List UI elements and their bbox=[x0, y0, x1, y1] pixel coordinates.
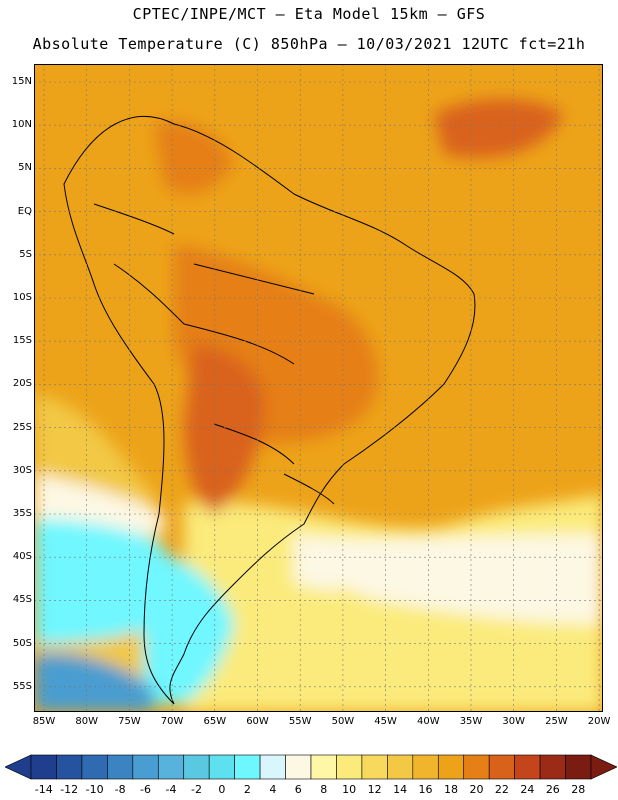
colorbar-swatch bbox=[183, 754, 210, 780]
lat-label: 10S bbox=[12, 292, 32, 303]
field-blue-southwest bbox=[34, 653, 154, 712]
south-america-outline bbox=[63, 116, 476, 705]
colorbar-swatch bbox=[565, 754, 592, 780]
field-very-hot-chaco bbox=[184, 344, 264, 514]
map-title-line1: CPTEC/INPE/MCT – Eta Model 15km – GFS bbox=[132, 5, 486, 23]
colorbar-swatch bbox=[539, 754, 566, 780]
colorbar-swatch bbox=[336, 754, 363, 780]
colorbar-tick-label: 10 bbox=[342, 783, 357, 796]
colorbar-tick-label: 2 bbox=[243, 783, 251, 796]
colorbar-swatch bbox=[463, 754, 490, 780]
lon-label: 75W bbox=[118, 716, 141, 727]
lon-label: 40W bbox=[416, 716, 440, 727]
border-colombia bbox=[93, 203, 175, 235]
colorbar-tick-label: 6 bbox=[294, 783, 302, 796]
lon-label: 25W bbox=[545, 716, 568, 727]
temperature-map-canvas bbox=[34, 64, 603, 712]
colorbar-tick-label: 12 bbox=[367, 783, 382, 796]
colorbar-swatch bbox=[132, 754, 159, 780]
colorbar-tick-label: 0 bbox=[218, 783, 226, 796]
lon-label: 50W bbox=[331, 716, 355, 727]
lon-label: 70W bbox=[160, 716, 184, 727]
lon-label: 35W bbox=[459, 716, 483, 727]
colorbar-tick-label: 26 bbox=[545, 783, 560, 796]
lat-label: 30S bbox=[12, 464, 32, 476]
colorbar-arrow-left bbox=[5, 754, 32, 780]
colorbar-swatch bbox=[285, 754, 312, 780]
colorbar-tick-label: -2 bbox=[190, 783, 202, 796]
lat-label: 55S bbox=[12, 680, 32, 692]
lon-label: 45W bbox=[374, 716, 397, 727]
lon-label: 65W bbox=[203, 716, 227, 727]
colorbar-tick-label: -6 bbox=[140, 783, 152, 796]
lat-label: 50S bbox=[12, 637, 32, 649]
lon-label: 20W bbox=[587, 716, 611, 727]
colorbar-tick-label: 18 bbox=[444, 783, 458, 796]
temperature-map bbox=[34, 64, 603, 712]
colorbar-swatch bbox=[310, 754, 337, 780]
colorbar-tick-label: -14 bbox=[34, 783, 53, 796]
map-frame bbox=[34, 64, 603, 712]
colorbar-swatch bbox=[361, 754, 388, 780]
temperature-colorbar bbox=[5, 754, 617, 780]
field-hot-atlantic bbox=[434, 99, 564, 158]
colorbar-swatch bbox=[157, 754, 185, 780]
field-cyan-patagonia bbox=[144, 544, 234, 704]
field-cyan-west bbox=[34, 519, 164, 644]
field-pale-yellow-band bbox=[334, 584, 603, 712]
lat-label: 20S bbox=[12, 378, 32, 390]
lon-label: 85W bbox=[32, 716, 56, 727]
colorbar-swatch bbox=[259, 754, 286, 780]
colorbar-tick-label: -10 bbox=[85, 783, 104, 796]
colorbar-tick-label: -4 bbox=[165, 783, 177, 796]
colorbar-tick-label: 8 bbox=[320, 783, 328, 796]
field-cream-south bbox=[294, 534, 603, 624]
lat-label: 25S bbox=[12, 421, 32, 433]
lat-label: 5S bbox=[19, 248, 32, 260]
colorbar-tick-label: 22 bbox=[494, 783, 509, 796]
map-title-line2: Absolute Temperature (C) 850hPa – 10/03/… bbox=[32, 35, 586, 53]
colorbar-tick-label: -8 bbox=[114, 783, 126, 796]
colorbar-swatch bbox=[412, 754, 439, 780]
colorbar-swatch bbox=[387, 754, 414, 780]
colorbar-swatch bbox=[81, 754, 108, 780]
colorbar-tick-label: 14 bbox=[393, 783, 408, 796]
colorbar-swatch bbox=[107, 754, 134, 780]
lon-label: 80W bbox=[75, 716, 98, 727]
lat-label: 10N bbox=[11, 119, 32, 131]
colorbar-swatch bbox=[437, 754, 465, 780]
lon-label: 55W bbox=[288, 716, 312, 727]
lat-label: EQ bbox=[17, 205, 32, 217]
colorbar-swatch bbox=[208, 754, 235, 780]
lat-label: 15N bbox=[11, 76, 32, 87]
colorbar-swatch bbox=[56, 754, 83, 780]
colorbar-tick-label: 28 bbox=[571, 783, 586, 796]
border-bolivia bbox=[183, 323, 295, 365]
lat-label: 5N bbox=[18, 162, 32, 174]
border-peru bbox=[113, 263, 185, 325]
lat-label: 45S bbox=[12, 594, 32, 606]
lat-label: 35S bbox=[12, 508, 32, 519]
lat-lon-grid bbox=[34, 64, 603, 712]
field-cream-band bbox=[34, 474, 164, 534]
temperature-fields bbox=[34, 99, 603, 712]
border-brazil-west bbox=[193, 263, 315, 295]
colorbar-arrow-right bbox=[590, 754, 617, 780]
colorbar-tick-label: 20 bbox=[469, 783, 484, 796]
lon-label: 60W bbox=[246, 716, 269, 727]
colorbar-swatch bbox=[514, 754, 541, 780]
colorbar-tick-label: 16 bbox=[418, 783, 433, 796]
lon-label: 30W bbox=[502, 716, 525, 727]
colorbar-swatch bbox=[30, 754, 57, 780]
colorbar-tick-label: 4 bbox=[269, 783, 277, 796]
lat-label: 40S bbox=[12, 551, 32, 563]
colorbar-swatch bbox=[488, 754, 515, 780]
colorbar-tick-label: 24 bbox=[520, 783, 535, 796]
border-uruguay bbox=[283, 473, 335, 505]
colorbar-tick-label: -12 bbox=[60, 783, 79, 796]
colorbar-swatch bbox=[234, 754, 261, 780]
lat-label: 15S bbox=[12, 335, 32, 347]
